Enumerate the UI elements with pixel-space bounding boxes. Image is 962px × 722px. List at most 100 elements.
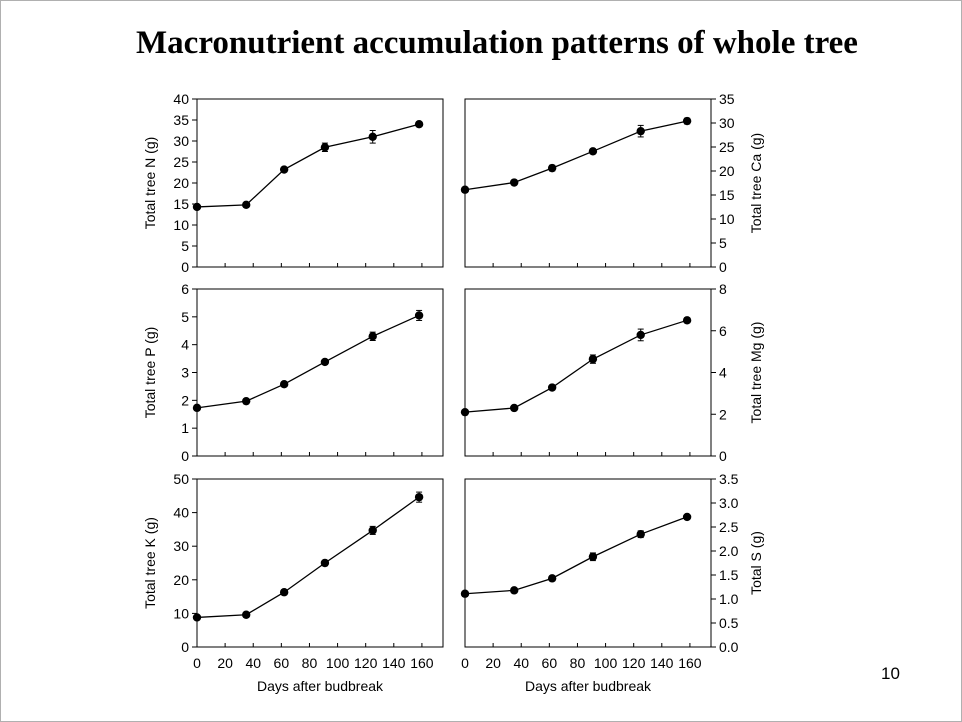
series-line: [196, 123, 420, 208]
y-tick-label: 3.5: [719, 471, 739, 487]
y-tick-label: 20: [173, 175, 189, 191]
y-axis-label: Total tree P (g): [142, 327, 158, 419]
y-tick-label: 30: [719, 115, 735, 131]
data-point: [320, 143, 330, 152]
data-point: [460, 185, 470, 194]
y-tick-label: 40: [173, 91, 189, 107]
chart-panel-6: 0.00.51.01.52.02.53.03.50 20 40 60 80 100 120 1…: [460, 471, 764, 694]
plot-frame: [196, 98, 444, 268]
y-tick-label: 15: [719, 187, 735, 203]
y-tick-label: 25: [719, 139, 735, 155]
plot-frame: [464, 288, 712, 457]
y-tick-label: 20: [719, 163, 735, 179]
y-tick-label: 40: [173, 505, 189, 521]
y-tick-label: 50: [173, 471, 189, 487]
y-tick-label: 35: [173, 112, 189, 128]
y-axis-label: Total tree N (g): [142, 137, 158, 230]
y-tick-label: 5: [181, 238, 189, 254]
y-tick-label: 0.5: [719, 615, 739, 631]
y-tick-label: 6: [181, 281, 189, 297]
data-point: [682, 116, 692, 126]
y-tick-label: 30: [173, 538, 189, 554]
x-tick-label: 0: [461, 655, 469, 671]
y-tick-label: 30: [173, 133, 189, 149]
y-tick-label: 0: [181, 259, 189, 275]
y-tick-label: 2: [181, 392, 189, 408]
plot-frame: [196, 478, 444, 648]
data-point: [547, 383, 557, 392]
data-point: [588, 147, 598, 156]
data-point: [279, 379, 289, 389]
chart-panel-1: 0 5 10 15 20 25 30 35 40 Total tree N (g): [142, 91, 444, 275]
plot-frame: [464, 98, 712, 268]
data-point: [682, 316, 692, 325]
data-point: [279, 588, 289, 597]
data-point: [368, 526, 377, 535]
x-tick-label: 80: [302, 655, 318, 671]
x-tick-label: 20: [485, 655, 501, 671]
slide-title: Macronutrient accumulation patterns of w…: [136, 25, 858, 61]
x-tick-label: 120: [622, 655, 646, 671]
series-line: [196, 314, 420, 409]
chart-panel-5: 0 10 20 30 40 50 0 20 40 60 80 100 120 140 160 Days aft…: [142, 471, 444, 694]
x-tick-label: 140: [650, 655, 674, 671]
y-tick-label: 5: [181, 309, 189, 325]
data-point: [547, 163, 557, 173]
x-tick-label: 160: [678, 655, 702, 671]
data-point: [682, 512, 692, 522]
data-point: [588, 552, 598, 561]
y-axis-label: Total tree Mg (g): [748, 322, 764, 424]
plot-frame: [464, 478, 712, 648]
data-point: [510, 586, 519, 595]
y-tick-label: 1.0: [719, 591, 739, 607]
x-tick-label: 60: [542, 655, 558, 671]
x-tick-label: 40: [245, 655, 261, 671]
y-axis-label: Total tree K (g): [142, 517, 158, 609]
data-point: [242, 610, 251, 619]
data-point: [368, 332, 377, 341]
y-tick-label: 15: [173, 196, 189, 212]
chart-panel-2: 0 5 10 15 20 25 30 35 Total tree Ca (g): [460, 91, 764, 275]
x-tick-label: 100: [594, 655, 618, 671]
y-tick-label: 10: [719, 211, 735, 227]
x-tick-label: 140: [382, 655, 406, 671]
y-tick-label: 3: [181, 365, 189, 381]
data-point: [636, 530, 645, 539]
y-tick-label: 5: [719, 235, 727, 251]
y-tick-label: 0.0: [719, 639, 739, 655]
data-point: [414, 311, 424, 320]
y-tick-label: 10: [173, 605, 189, 621]
data-point: [279, 165, 289, 174]
x-tick-label: 100: [326, 655, 350, 671]
data-point: [460, 407, 470, 417]
y-tick-label: 2.0: [719, 543, 739, 559]
y-tick-label: 0: [719, 448, 727, 464]
y-tick-label: 1.5: [719, 567, 739, 583]
y-tick-label: 2: [719, 406, 727, 422]
y-tick-label: 8: [719, 281, 727, 297]
data-point: [242, 396, 251, 406]
data-point: [414, 492, 424, 502]
data-point: [414, 120, 424, 129]
data-point: [547, 574, 557, 583]
y-tick-label: 4: [719, 365, 727, 381]
series-line: [464, 516, 688, 595]
y-tick-label: 2.5: [719, 519, 739, 535]
x-tick-label: 120: [354, 655, 378, 671]
data-point: [320, 558, 330, 568]
y-tick-label: 6: [719, 323, 727, 339]
series-line: [196, 496, 420, 619]
data-point: [636, 330, 645, 340]
plot-frame: [196, 288, 444, 457]
y-tick-label: 4: [181, 337, 189, 353]
y-tick-label: 35: [719, 91, 735, 107]
x-axis-label: Days after budbreak: [525, 678, 652, 694]
chart-panel-3: 0 1 2 3 4 5 6 Total tree P (g): [142, 281, 444, 464]
data-point: [192, 202, 202, 212]
data-point: [242, 200, 251, 210]
data-point: [192, 613, 202, 622]
y-tick-label: 3.0: [719, 495, 739, 511]
series-line: [464, 319, 688, 413]
data-point: [510, 178, 519, 187]
